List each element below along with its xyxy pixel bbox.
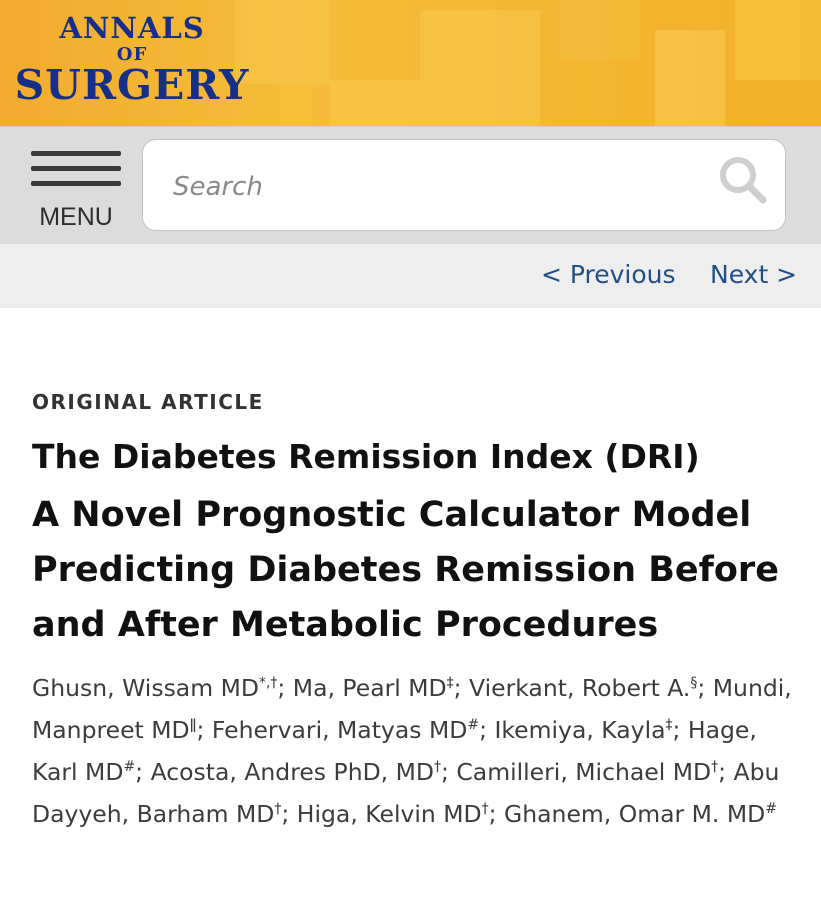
author[interactable]: Ikemiya, Kayla‡	[494, 716, 673, 744]
journal-banner: ANNALS OF SURGERY	[0, 0, 821, 126]
search-icon[interactable]	[717, 154, 769, 206]
logo-line-surgery: SURGERY	[14, 61, 250, 109]
author[interactable]: Camilleri, Michael MD†	[456, 758, 719, 786]
article-type: ORIGINAL ARTICLE	[32, 390, 264, 414]
author[interactable]: Mundi, Manpreet MDǁ	[32, 674, 792, 744]
author[interactable]: Vierkant, Robert A.§	[469, 674, 698, 702]
author[interactable]: Acosta, Andres PhD, MD†	[150, 758, 441, 786]
author[interactable]: Ghusn, Wissam MD*,†	[32, 674, 278, 702]
search-input[interactable]	[171, 164, 695, 210]
search-toolbar: MENU	[0, 126, 821, 245]
author[interactable]: Higa, Kelvin MD†	[296, 800, 489, 828]
article-header: ORIGINAL ARTICLE The Diabetes Remission …	[32, 390, 802, 835]
author[interactable]: Ghanem, Omar M. MD#	[504, 800, 777, 828]
author[interactable]: Ma, Pearl MD‡	[292, 674, 454, 702]
author[interactable]: Fehervari, Matyas MD#	[211, 716, 480, 744]
menu-button[interactable]: MENU	[24, 147, 128, 237]
author[interactable]: Abu Dayyeh, Barham MD†	[32, 758, 780, 828]
author-list: Ghusn, Wissam MD*,†; Ma, Pearl MD‡; Vier…	[32, 674, 792, 828]
menu-label: MENU	[39, 203, 113, 231]
logo-line-annals: ANNALS	[59, 11, 205, 45]
article-pagination: < Previous Next >	[0, 244, 821, 308]
previous-link[interactable]: < Previous	[541, 260, 676, 289]
next-link[interactable]: Next >	[710, 260, 798, 289]
article-title: The Diabetes Remission Index (DRI)	[32, 437, 700, 476]
logo-line-of: OF	[116, 44, 148, 65]
journal-logo[interactable]: ANNALS OF SURGERY	[12, 14, 252, 106]
author[interactable]: Hage, Karl MD#	[32, 716, 757, 786]
search-box	[142, 139, 786, 231]
article-subtitle: A Novel Prognostic Calculator Model Pred…	[32, 495, 779, 645]
